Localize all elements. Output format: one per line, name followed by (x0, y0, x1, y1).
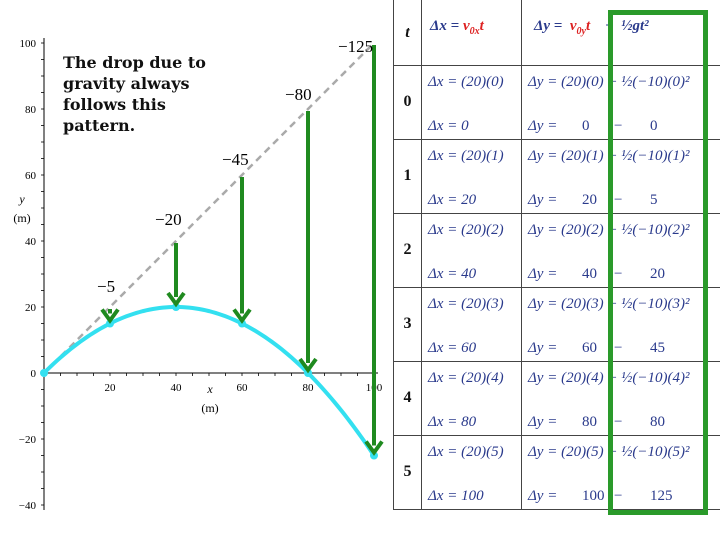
drop-label: −5 (97, 277, 115, 296)
dy-cell: Δy = (20)(4) + ½(−10)(4)² Δy = 80−80 (521, 360, 720, 436)
dy-label: Δy = (528, 265, 558, 282)
dy-minus: − (614, 339, 623, 356)
dy-term-b: 0 (650, 117, 658, 134)
drop-label: −80 (285, 85, 312, 104)
y-tick-label: 100 (20, 38, 37, 50)
dx-formula: Δx = (20)(0) (428, 73, 504, 90)
dashed-line (43, 42, 375, 374)
dx-cell: Δx = (20)(1) Δx = 20 (421, 138, 522, 214)
gravity-term-highlight (608, 10, 708, 515)
dx-formula: Δx = (20)(4) (428, 369, 504, 386)
dy-term-a: 20 (582, 191, 597, 208)
table-row: 4 Δx = (20)(4) Δx = 80 Δy = (20)(4) + ½(−10… (393, 360, 720, 436)
gravity-note: The drop due to gravity always follows t… (63, 53, 206, 135)
dx-cell: Δx = (20)(2) Δx = 40 (421, 212, 522, 288)
x-tick-label: 20 (105, 382, 117, 394)
dy-label: Δy = (528, 413, 558, 430)
y-tick-label: −20 (19, 434, 37, 446)
drop-arrows (100, 45, 384, 456)
dy-term-a: 80 (582, 413, 597, 430)
dy-label: Δy = (528, 117, 558, 134)
dy-cell: Δy = (20)(3) + ½(−10)(3)² Δy = 60−45 (521, 286, 720, 362)
dy-term-a: 40 (582, 265, 597, 282)
x-axis-label: x (206, 382, 213, 396)
time-cell: 5 (393, 434, 422, 511)
dy-term-b: 5 (650, 191, 658, 208)
drop-label: −20 (155, 210, 182, 229)
dy-minus: − (614, 191, 623, 208)
dy-term-b: 125 (650, 488, 673, 504)
drop-arrow-head (166, 291, 186, 308)
drop-label: −45 (222, 150, 249, 169)
table-row: 3 Δx = (20)(3) Δx = 60 Δy = (20)(3) + ½(−10… (393, 286, 720, 362)
time-cell: 4 (393, 360, 422, 436)
drop-label: −125 (338, 37, 373, 56)
time-cell: 0 (393, 64, 422, 140)
drop-arrow-head (298, 357, 318, 374)
time-cell: 3 (393, 286, 422, 362)
dx-formula: Δx = (20)(3) (428, 295, 504, 312)
dx-result: Δx = 60 (428, 339, 477, 356)
dy-label: Δy = (528, 488, 558, 504)
y-tick-label: −40 (19, 500, 37, 512)
drop-arrow-head (232, 308, 252, 324)
header-dx: Δx = v0xt (421, 0, 522, 66)
dy-cell: Δy = (20)(0) + ½(−10)(0)² Δy = 0−0 (521, 64, 720, 140)
dy-label: Δy = (528, 191, 558, 208)
dy-minus: − (614, 265, 623, 282)
dx-formula: Δx = (20)(1) (428, 147, 504, 164)
drop-arrow-head (100, 308, 120, 324)
dx-result: Δx = 100 (428, 488, 484, 504)
y-tick-label: 60 (25, 170, 37, 182)
dy-term-a: 60 (582, 339, 597, 356)
x-tick-label: 80 (303, 382, 315, 394)
dy-label: Δy = (528, 339, 558, 356)
dx-result: Δx = 0 (428, 117, 469, 134)
x-tick-label: 40 (171, 382, 183, 394)
kinematics-table: t Δx = v0xt Δy = v0yt + ½gt² 0 Δx = (20)(0) Δ… (393, 0, 720, 511)
dy-term-b: 20 (650, 265, 665, 282)
dx-result: Δx = 20 (428, 191, 477, 208)
time-cell: 2 (393, 212, 422, 288)
y-tick-label: 80 (25, 104, 37, 116)
dy-minus: − (614, 488, 623, 504)
y-tick-label: 0 (31, 368, 37, 380)
dx-result: Δx = 40 (428, 265, 477, 282)
y-axis-label: y (18, 192, 25, 206)
y-tick-label: 20 (25, 302, 37, 314)
y-axis-unit: (m) (13, 211, 30, 225)
dy-term-b: 80 (650, 413, 665, 430)
trajectory-line (42, 304, 376, 457)
dy-cell: Δy = (20)(5) + ½(−10)(5)² Δy = 100−125 (521, 434, 720, 511)
time-cell: 1 (393, 138, 422, 214)
dx-result: Δx = 80 (428, 413, 477, 430)
dx-cell: Δx = (20)(4) Δx = 80 (421, 360, 522, 436)
dy-minus: − (614, 413, 623, 430)
x-axis-unit: (m) (201, 401, 218, 415)
table-row: 0 Δx = (20)(0) Δx = 0 Δy = (20)(0) + ½(−10)… (393, 64, 720, 140)
dx-cell: Δx = (20)(3) Δx = 60 (421, 286, 522, 362)
dy-term-a: 100 (582, 488, 605, 504)
header-t: t (393, 0, 422, 66)
dy-term-b: 45 (650, 339, 665, 356)
dx-formula: Δx = (20)(2) (428, 221, 504, 238)
dx-cell: Δx = (20)(5) Δx = 100 (421, 434, 522, 511)
y-tick-label: 40 (25, 236, 37, 248)
dy-minus: − (614, 117, 623, 134)
straight-line-path (43, 42, 375, 374)
dx-formula: Δx = (20)(5) (428, 443, 504, 460)
drop-arrow-head (364, 440, 384, 456)
dy-term-a: 0 (582, 117, 590, 134)
table-row: 5 Δx = (20)(5) Δx = 100 Δy = (20)(5) + ½(−1… (393, 434, 720, 511)
trajectory-point (40, 369, 48, 377)
x-tick-label: 60 (237, 382, 249, 394)
drop-labels: −5 −20 −45 −80 −125 (97, 37, 373, 296)
dx-cell: Δx = (20)(0) Δx = 0 (421, 64, 522, 140)
